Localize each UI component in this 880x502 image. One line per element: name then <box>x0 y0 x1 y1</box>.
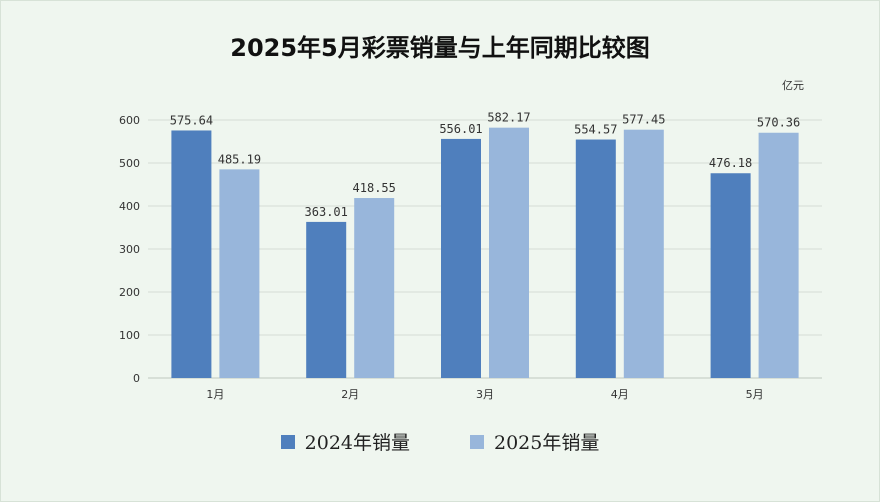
bar-2024-1 <box>171 130 212 378</box>
bar-2024-3 <box>441 138 481 378</box>
data-label-2025-2: 418.55 <box>353 181 396 195</box>
bar-2025-3 <box>489 127 529 378</box>
bar-2025-5 <box>758 132 799 378</box>
data-label-2025-3: 582.17 <box>487 111 530 125</box>
y-tick-label-400: 400 <box>119 200 140 213</box>
y-tick-label-500: 500 <box>119 157 140 170</box>
legend-label-2025: 2025年销量 <box>494 432 600 454</box>
bar-2024-2 <box>306 221 347 378</box>
data-label-2025-4: 577.45 <box>622 113 665 127</box>
legend-item-2025: 2025年销量 <box>470 428 599 455</box>
x-tick-label-2: 2月 <box>341 388 359 401</box>
data-label-2024-2: 363.01 <box>305 205 348 219</box>
x-tick-label-1: 1月 <box>206 388 224 401</box>
legend-swatch-2025 <box>470 434 484 449</box>
y-unit-label: 亿元 <box>782 79 804 92</box>
y-tick-label-300: 300 <box>119 243 140 256</box>
data-label-2025-1: 485.19 <box>218 152 261 166</box>
bar-2025-4 <box>623 129 664 378</box>
y-tick-label-0: 0 <box>133 372 140 385</box>
data-label-2024-5: 476.18 <box>709 156 752 170</box>
y-tick-label-100: 100 <box>119 329 140 342</box>
x-tick-label-3: 3月 <box>476 388 494 401</box>
data-label-2025-5: 570.36 <box>757 116 800 130</box>
legend-swatch-2024 <box>280 434 295 449</box>
y-tick-label-200: 200 <box>119 286 140 299</box>
legend-label-2024: 2024年销量 <box>304 432 410 454</box>
bar-2025-2 <box>354 198 395 378</box>
bar-2024-4 <box>575 139 616 378</box>
chart-title: 2025年5月彩票销量与上年同期比较图 <box>230 34 650 62</box>
data-label-2024-3: 556.01 <box>439 122 482 136</box>
legend-item-2024: 2024年销量 <box>280 428 410 455</box>
legend: 2024年销量 2025年销量 <box>0 428 880 455</box>
x-tick-label-5: 5月 <box>746 388 764 401</box>
y-tick-label-600: 600 <box>119 114 140 127</box>
data-label-2024-4: 554.57 <box>574 123 617 137</box>
data-label-2024-1: 575.64 <box>170 113 213 127</box>
bar-2025-1 <box>219 169 260 378</box>
bar-2024-5 <box>710 173 751 378</box>
x-tick-label-4: 4月 <box>611 388 629 401</box>
